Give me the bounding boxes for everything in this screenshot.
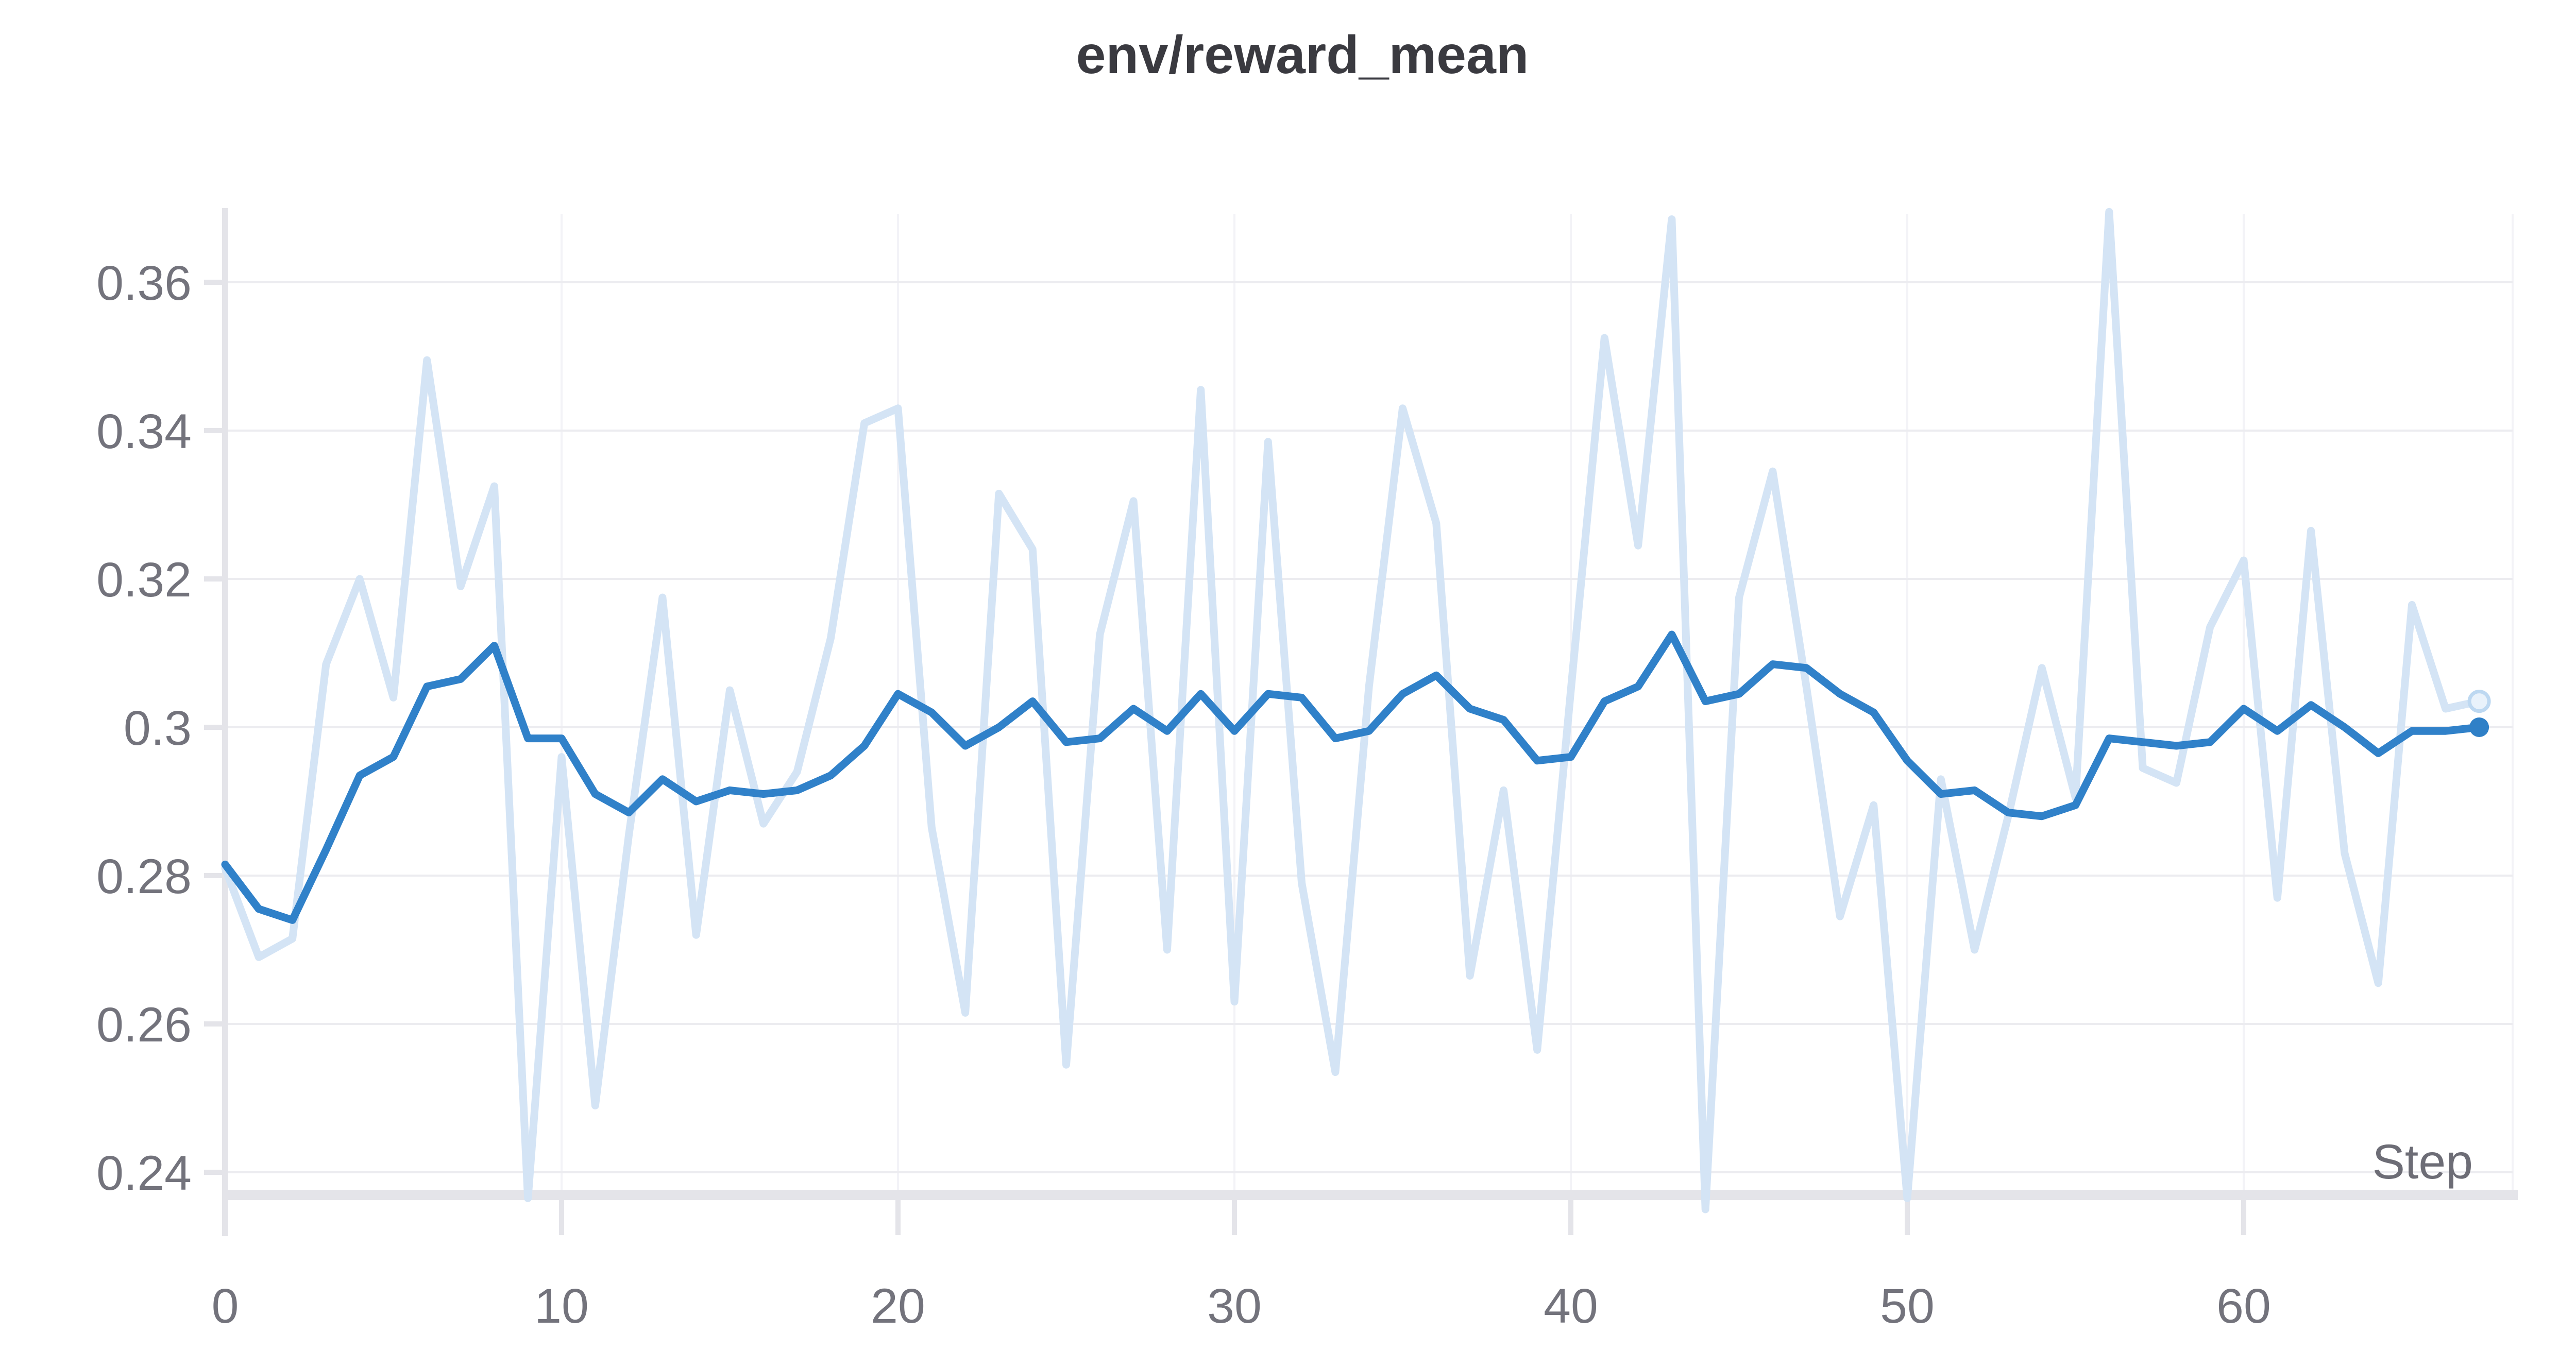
axes — [204, 208, 2518, 1236]
chart-title: env/reward_mean — [1076, 25, 1529, 85]
x-tick-label: 30 — [1207, 1279, 1262, 1333]
x-tick-mark — [559, 1190, 564, 1235]
x-axis-line — [222, 1190, 2518, 1200]
x-tick-mark — [1232, 1190, 1237, 1235]
y-axis-line — [222, 208, 228, 1236]
x-tick-label: 60 — [2216, 1279, 2271, 1333]
y-tick-label: 0.34 — [96, 404, 192, 459]
smoothed-line[interactable] — [221, 630, 2483, 924]
raw-end-marker[interactable] — [2467, 690, 2491, 713]
x-tick-label: 40 — [1544, 1279, 1598, 1333]
x-axis-title: Step — [2372, 1135, 2473, 1189]
axis-labels: 0.24 0.26 0.28 0.3 0.32 0.34 0.36 0 10 20 30 40 50 60 — [96, 256, 2271, 1333]
raw-line[interactable] — [221, 208, 2483, 1213]
x-tick-label: 0 — [212, 1279, 239, 1333]
x-tick-mark — [2241, 1190, 2246, 1235]
x-tick-mark — [223, 1190, 228, 1235]
x-tick-label: 20 — [871, 1279, 925, 1333]
x-tick-mark — [895, 1190, 901, 1235]
x-tick-label: 10 — [534, 1279, 589, 1333]
x-tick-mark — [1905, 1190, 1910, 1235]
y-tick-label: 0.36 — [96, 256, 192, 311]
smoothed-end-marker[interactable] — [2469, 717, 2489, 737]
y-tick-label: 0.32 — [96, 553, 192, 607]
x-tick-mark — [1568, 1190, 1573, 1235]
y-tick-label: 0.24 — [96, 1146, 192, 1201]
y-tick-label: 0.3 — [124, 701, 192, 756]
x-tick-label: 50 — [1880, 1279, 1935, 1333]
y-tick-label: 0.26 — [96, 998, 192, 1052]
data-series — [221, 208, 2491, 1213]
y-tick-label: 0.28 — [96, 849, 192, 904]
